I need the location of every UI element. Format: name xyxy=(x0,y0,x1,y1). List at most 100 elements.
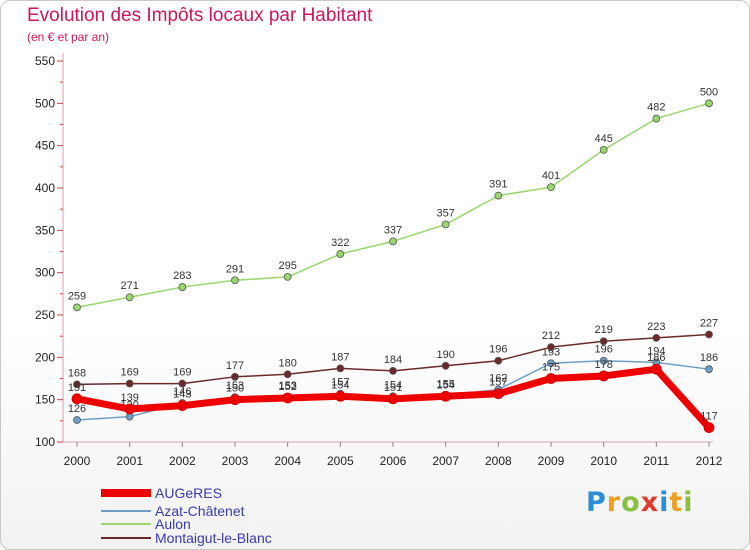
data-label: 295 xyxy=(278,260,296,272)
x-tick-label: 2010 xyxy=(590,454,617,468)
data-point xyxy=(652,333,661,342)
data-point xyxy=(705,330,713,339)
data-point xyxy=(125,379,134,388)
data-label: 219 xyxy=(594,324,612,336)
data-point xyxy=(387,393,399,405)
x-tick-label: 2007 xyxy=(432,454,459,468)
data-label: 227 xyxy=(700,317,718,329)
data-label: 150 xyxy=(226,383,244,395)
data-label: 154 xyxy=(436,379,454,391)
x-tick-label: 2000 xyxy=(64,454,91,468)
data-label: 194 xyxy=(647,345,665,357)
y-tick-label: 100 xyxy=(35,435,55,449)
data-point xyxy=(547,183,555,192)
data-point xyxy=(336,364,345,373)
data-label: 196 xyxy=(594,344,612,356)
chart-title: Evolution des Impôts locaux par Habitant xyxy=(27,5,373,26)
y-tick-label: 400 xyxy=(35,181,55,195)
data-label: 186 xyxy=(647,352,665,364)
data-point xyxy=(229,394,241,406)
data-label: 154 xyxy=(384,379,402,391)
y-tick-label: 250 xyxy=(35,308,55,322)
data-point xyxy=(650,363,662,375)
y-tick-label: 350 xyxy=(35,223,55,237)
data-point xyxy=(283,370,292,379)
data-point xyxy=(440,390,452,402)
data-point xyxy=(494,356,503,365)
proxiti-logo: Proxiti xyxy=(586,487,694,518)
y-tick-label: 200 xyxy=(35,350,55,364)
data-label: 322 xyxy=(331,237,349,249)
data-label: 151 xyxy=(384,382,402,394)
legend-label: AUGeRES xyxy=(155,485,222,501)
data-label: 153 xyxy=(278,380,296,392)
data-point xyxy=(598,370,610,382)
data-point xyxy=(389,237,397,246)
x-tick-label: 2006 xyxy=(380,454,407,468)
x-tick-label: 2012 xyxy=(696,454,723,468)
data-label: 500 xyxy=(700,86,718,98)
data-label: 146 xyxy=(173,386,191,398)
data-point xyxy=(176,400,188,411)
data-label: 184 xyxy=(384,354,402,366)
data-label: 291 xyxy=(226,263,244,275)
data-point xyxy=(599,145,608,154)
data-point xyxy=(547,343,555,352)
data-label: 178 xyxy=(594,359,612,371)
y-tick-label: 300 xyxy=(35,266,55,280)
data-point xyxy=(545,373,557,384)
data-point xyxy=(599,337,608,346)
data-point xyxy=(389,366,397,375)
data-label: 157 xyxy=(489,377,507,389)
data-point xyxy=(336,250,345,258)
data-label: 177 xyxy=(226,360,244,372)
data-label: 151 xyxy=(68,382,86,394)
data-label: 175 xyxy=(542,362,560,374)
data-point xyxy=(73,416,81,424)
x-tick-label: 2011 xyxy=(643,454,669,468)
data-point xyxy=(231,372,239,381)
data-point xyxy=(73,380,81,389)
data-point xyxy=(441,220,450,229)
legend-label: Montaigut-le-Blanc xyxy=(155,530,272,546)
data-point xyxy=(492,388,504,400)
data-label: 190 xyxy=(436,349,454,361)
data-label: 212 xyxy=(542,330,560,342)
data-label: 180 xyxy=(278,357,296,369)
data-label: 169 xyxy=(120,367,138,379)
data-label: 186 xyxy=(700,352,718,364)
data-point xyxy=(125,293,134,302)
data-point xyxy=(73,303,81,312)
data-label: 154 xyxy=(331,379,349,391)
chart-subtitle: (en € et par an) xyxy=(27,30,110,44)
data-point xyxy=(705,365,713,374)
data-label: 153 xyxy=(226,380,244,392)
data-label: 283 xyxy=(173,270,191,282)
data-label: 337 xyxy=(384,224,402,236)
y-tick-label: 500 xyxy=(35,96,55,110)
data-label: 143 xyxy=(173,389,191,401)
data-label: 139 xyxy=(120,392,138,404)
data-point xyxy=(124,403,136,415)
x-tick-label: 2001 xyxy=(116,454,143,468)
data-label: 152 xyxy=(278,381,296,393)
data-label: 223 xyxy=(647,321,665,333)
data-label: 155 xyxy=(436,378,454,390)
data-label: 193 xyxy=(542,346,560,358)
data-label: 391 xyxy=(489,179,507,191)
data-point xyxy=(71,393,83,405)
data-point xyxy=(494,191,503,200)
series-line-Aulon xyxy=(76,102,710,309)
data-point xyxy=(441,361,450,370)
data-label: 271 xyxy=(120,280,138,292)
data-label: 169 xyxy=(173,367,191,379)
data-label: 196 xyxy=(489,344,507,356)
x-tick-label: 2008 xyxy=(485,454,512,468)
legend-label: Aulon xyxy=(155,516,191,532)
data-point xyxy=(705,99,713,108)
x-tick-label: 2005 xyxy=(327,454,354,468)
data-label: 401 xyxy=(542,170,560,182)
y-tick-label: 150 xyxy=(35,393,55,407)
